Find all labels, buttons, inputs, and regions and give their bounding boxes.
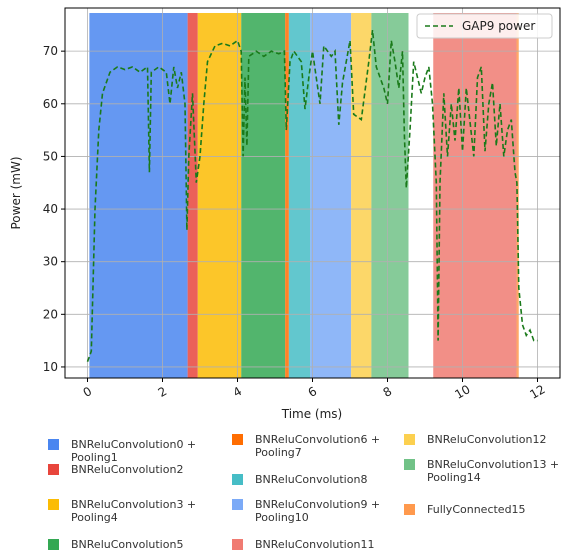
y-tick-label: 10 xyxy=(43,360,58,374)
layer-span xyxy=(288,13,311,378)
legend-item: BNReluConvolution11 xyxy=(232,538,397,551)
legend-label: BNReluConvolution12 xyxy=(427,433,547,446)
legend-swatch xyxy=(48,499,59,510)
x-axis-label: Time (ms) xyxy=(281,407,343,421)
layer-span xyxy=(351,13,372,378)
layer-span xyxy=(285,13,289,378)
legend-swatch xyxy=(48,464,59,475)
y-tick-label: 50 xyxy=(43,149,58,163)
legend-item: BNReluConvolution3 + Pooling4 xyxy=(48,498,213,524)
legend-label: BNReluConvolution11 xyxy=(255,538,375,551)
layer-span xyxy=(241,13,286,378)
layer-span xyxy=(516,13,519,378)
legend-label: BNReluConvolution8 xyxy=(255,473,368,486)
legend-item: BNReluConvolution0 + Pooling1 xyxy=(48,438,213,464)
legend-swatch xyxy=(404,459,415,470)
layer-span xyxy=(187,13,198,378)
y-axis-label: Power (mW) xyxy=(9,156,23,229)
x-tick-label: 12 xyxy=(527,382,547,402)
legend-item: BNReluConvolution13 + Pooling14 xyxy=(404,458,565,484)
legend-label: BNReluConvolution3 + Pooling4 xyxy=(71,498,197,524)
y-tick-label: 40 xyxy=(43,202,58,216)
legend-swatch xyxy=(404,504,415,515)
layer-span xyxy=(433,13,517,378)
line-legend: GAP9 power xyxy=(416,13,553,39)
legend-item: BNReluConvolution5 xyxy=(48,538,213,551)
legend-swatch xyxy=(48,539,59,550)
legend-item: BNReluConvolution6 + Pooling7 xyxy=(232,433,397,459)
legend-swatch xyxy=(232,434,243,445)
x-tick-label: 6 xyxy=(306,384,320,400)
x-tick-label: 8 xyxy=(381,384,395,400)
x-tick-label: 10 xyxy=(452,382,472,402)
legend-swatch xyxy=(404,434,415,445)
plot-frame xyxy=(64,7,561,379)
legend-label: BNReluConvolution9 + Pooling10 xyxy=(255,498,381,524)
power-line xyxy=(86,30,538,362)
x-tick-label: 0 xyxy=(81,384,95,400)
y-tick-label: 70 xyxy=(43,44,58,58)
legend-swatch xyxy=(232,539,243,550)
legend-label: BNReluConvolution5 xyxy=(71,538,184,551)
legend-item: BNReluConvolution12 xyxy=(404,433,565,446)
legend-item: BNReluConvolution9 + Pooling10 xyxy=(232,498,397,524)
x-tick-label: 2 xyxy=(156,384,170,400)
y-tick-label: 20 xyxy=(43,307,58,321)
y-tick-label: 60 xyxy=(43,97,58,111)
layer-span xyxy=(310,13,352,378)
legend-swatch xyxy=(48,439,59,450)
legend-label: BNReluConvolution6 + Pooling7 xyxy=(255,433,381,459)
legend-box xyxy=(416,13,553,39)
legend-label: BNReluConvolution13 + Pooling14 xyxy=(427,458,560,484)
x-tick-label: 4 xyxy=(231,384,245,400)
legend-label: BNReluConvolution2 xyxy=(71,463,184,476)
legend-item: FullyConnected15 xyxy=(404,503,565,516)
layer-span xyxy=(89,13,188,378)
legend-swatch xyxy=(232,474,243,485)
legend: BNReluConvolution0 + Pooling1 BNReluConvo… xyxy=(0,428,565,553)
legend-label: FullyConnected15 xyxy=(427,503,526,516)
y-tick-label: 30 xyxy=(43,255,58,269)
legend-swatch xyxy=(232,499,243,510)
legend-item: BNReluConvolution8 xyxy=(232,473,397,486)
legend-item: BNReluConvolution2 xyxy=(48,463,213,476)
chart: Power (mW) Time (ms) 10 20 30 40 50 60 70 0 2 4 6 8… xyxy=(9,7,561,421)
layer-span xyxy=(197,13,242,378)
legend-label: BNReluConvolution0 + Pooling1 xyxy=(71,438,197,464)
legend-label: GAP9 power xyxy=(462,19,535,33)
